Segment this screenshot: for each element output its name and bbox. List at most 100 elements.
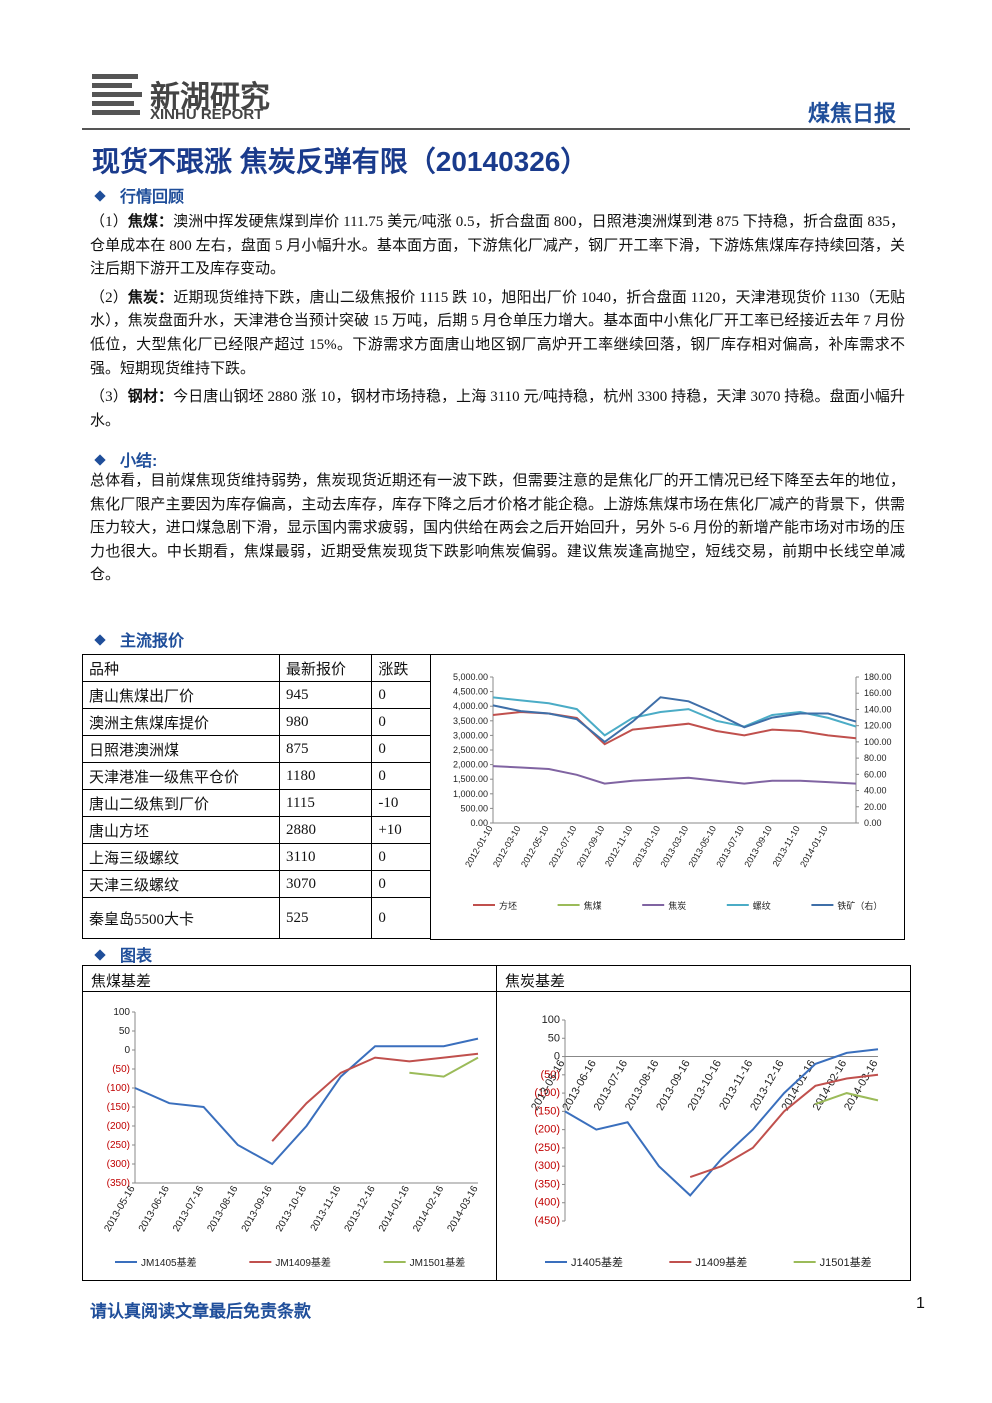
y-tick-label: 0	[124, 1045, 130, 1056]
column-header: 涨跌	[371, 654, 431, 682]
table-cell: 0	[371, 843, 431, 871]
table-cell: 唐山焦煤出厂价	[81, 681, 281, 709]
table-cell: 日照港澳洲煤	[81, 735, 281, 763]
legend-label: 方坯	[499, 900, 517, 911]
y-tick-label: (300)	[534, 1160, 560, 1172]
table-cell: -10	[371, 789, 431, 817]
x-tick-label: 2013-11-16	[309, 1184, 344, 1234]
y-tick-label: 500.00	[460, 803, 488, 813]
chart: 0.00 500.00 1,000.00 1,500.00 2,000.00 2,500.…	[453, 672, 892, 911]
table-row: 天津港准一级焦平仓价 1180 0	[81, 762, 431, 790]
legend-label: JM1501基差	[410, 1256, 466, 1269]
legend-label: J1405基差	[571, 1255, 623, 1269]
column-header: 最新报价	[279, 654, 373, 682]
y2-tick-label: 60.00	[864, 769, 887, 779]
legend-label: 焦煤	[584, 900, 602, 911]
x-tick-label: 2014-02-16	[411, 1184, 446, 1234]
y-tick-label: (150)	[107, 1102, 130, 1113]
table-cell: 980	[279, 708, 373, 736]
table-cell: 0	[371, 735, 431, 763]
y2-tick-label: 0.00	[864, 818, 882, 828]
y-tick-label: (200)	[107, 1121, 130, 1132]
table-cell: 天津港准一级焦平仓价	[81, 762, 281, 790]
x-tick-label: 2013-09-10	[742, 824, 774, 869]
column-header: 品种	[81, 654, 281, 682]
y-tick-label: (400)	[534, 1197, 560, 1209]
y-tick-label: (250)	[534, 1142, 560, 1154]
table-row: 日照港澳洲煤 875 0	[81, 735, 431, 763]
y-tick-label: 5,000.00	[453, 672, 488, 682]
table-cell: 0	[371, 708, 431, 736]
logo-cn: 新湖研究	[150, 81, 270, 114]
y-tick-label: (450)	[534, 1215, 560, 1227]
y-tick-label: (100)	[107, 1083, 130, 1094]
title: 现货不跟涨 焦炭反弹有限（20140326）	[92, 146, 589, 177]
legend-label: J1409基差	[695, 1255, 747, 1269]
table-cell: 唐山方坯	[81, 816, 281, 844]
x-tick-label: 2013-05-16	[102, 1184, 137, 1234]
series-line	[689, 1073, 879, 1179]
item-text: 近期现货维持下跌，唐山二级焦报价 1115 跌 10，旭阳出厂价 1040，折合…	[90, 289, 905, 377]
x-tick-label: 2014-03-16	[445, 1184, 480, 1234]
series-line	[492, 710, 857, 746]
table-cell: 3070	[279, 870, 373, 898]
table-cell: 875	[279, 735, 373, 763]
x-tick-label: 2012-01-10	[463, 824, 495, 869]
y-tick-label: (350)	[107, 1178, 130, 1189]
x-tick-label: 2013-08-16	[205, 1184, 240, 1234]
heading-text: 图表	[120, 948, 153, 965]
series-line	[134, 1037, 479, 1166]
section-heading: 主流报价	[94, 627, 184, 651]
table-cell: 0	[371, 897, 431, 939]
y-tick-label: 4,000.00	[453, 701, 488, 711]
table-cell: 3110	[279, 843, 373, 871]
item-text: 澳洲中挥发硬焦煤到岸价 111.75 美元/吨涨 0.5，折合盘面 800，日照…	[90, 214, 905, 278]
legend-label: 焦炭	[668, 900, 686, 911]
item-index: （2）	[90, 289, 128, 306]
x-tick-label: 2012-09-10	[575, 824, 607, 869]
x-tick-label: 2013-09-16	[240, 1184, 275, 1234]
series-line	[492, 696, 857, 737]
table-cell: 945	[279, 681, 373, 709]
x-tick-label: 2013-07-10	[714, 824, 746, 869]
y-tick-label: 100	[113, 1007, 130, 1018]
x-tick-label: 2013-11-10	[771, 824, 802, 868]
x-tick-label: 2013-07-16	[171, 1184, 206, 1234]
logo-icon	[92, 74, 142, 115]
y-tick-label: 2,000.00	[453, 760, 488, 770]
x-tick-label: 2012-11-10	[603, 824, 634, 868]
report-type: 煤焦日报	[807, 101, 896, 126]
table-row: 唐山方坯 2880 +10	[81, 816, 431, 844]
table-row: 唐山二级焦到厂价 1115 -10	[81, 789, 431, 817]
y2-tick-label: 120.00	[864, 721, 892, 731]
y2-tick-label: 140.00	[864, 704, 892, 714]
chart-frame	[430, 654, 905, 940]
item-text: 今日唐山钢坯 2880 涨 10，钢材市场持稳，上海 3110 元/吨持稳，杭州…	[90, 389, 905, 429]
item-label: 钢材：	[127, 389, 174, 406]
x-tick-label: 2013-01-10	[631, 824, 663, 869]
table-cell: 1115	[279, 789, 373, 817]
item-index: （1）	[90, 214, 128, 230]
table-cell: 上海三级螺纹	[81, 843, 281, 871]
y-tick-label: 3,000.00	[453, 730, 488, 740]
y-tick-label: 4,500.00	[453, 687, 488, 697]
y-tick-label: 100	[542, 1014, 560, 1026]
y2-tick-label: 100.00	[864, 737, 892, 747]
y-tick-label: (100)	[534, 1087, 560, 1099]
header-rule	[82, 128, 910, 130]
legend-label: 螺纹	[753, 900, 771, 911]
y-tick-label: (50)	[540, 1069, 560, 1081]
y-tick-label: 1,500.00	[453, 774, 488, 784]
x-tick-label: 2013-10-16	[274, 1184, 309, 1234]
x-tick-label: 2014-01-10	[798, 824, 830, 869]
table-cell: +10	[371, 816, 431, 844]
series-line	[492, 765, 857, 785]
y-tick-label: (200)	[534, 1124, 560, 1136]
x-tick-label: 2012-05-10	[519, 824, 551, 869]
y-tick-label: 2,500.00	[453, 745, 488, 755]
y-tick-label: (250)	[107, 1140, 130, 1151]
item-label: 焦炭：	[127, 289, 174, 306]
legend-label: JM1409基差	[275, 1256, 331, 1269]
table-row: 唐山焦煤出厂价 945 0	[81, 681, 431, 709]
